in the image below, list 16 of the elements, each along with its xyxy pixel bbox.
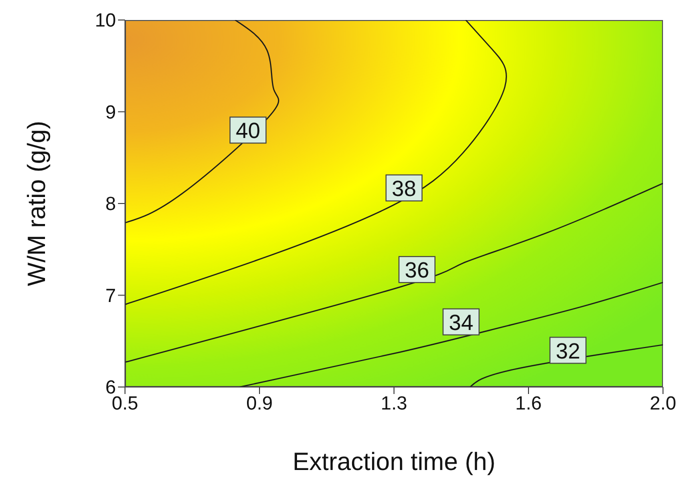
y-tick-label: 9 [105,102,116,124]
annotation: 38 [392,176,416,201]
x-tick-label: 1.3 [380,393,408,414]
annotation: 40 [236,118,260,144]
annotation: 32 [556,338,580,364]
x-tick-label: 0.9 [246,393,273,414]
y-tick-label: 8 [105,194,116,216]
x-tick-label: 1.6 [515,393,542,414]
annotation: 34 [448,310,474,335]
y-axis-title: W/M ratio (g/g) [22,120,51,286]
x-tick-label: 2.0 [650,393,676,414]
y-tick-label: 10 [94,10,116,32]
x-axis-title: Extraction time (h) [292,448,496,476]
y-tick-label: 7 [105,286,116,307]
annotation: 36 [404,258,430,283]
x-tick-label: 0.5 [112,393,138,414]
